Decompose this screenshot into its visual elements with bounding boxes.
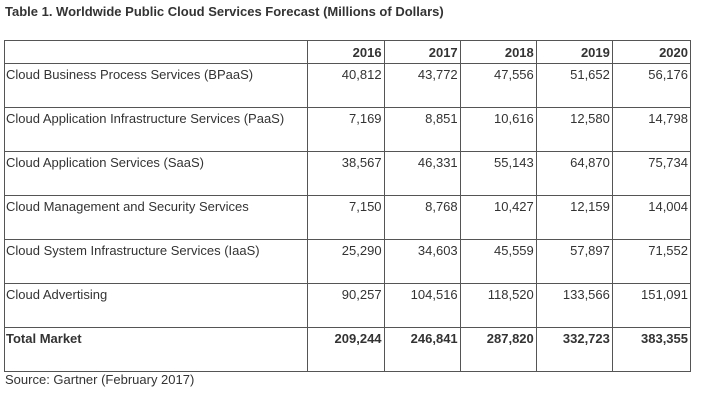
row-label: Cloud Advertising bbox=[3, 283, 309, 328]
row-label: Cloud Application Infrastructure Service… bbox=[3, 107, 309, 152]
row-label: Cloud Business Process Services (BPaaS) bbox=[3, 63, 309, 108]
value-cell: 8,851 bbox=[383, 107, 461, 152]
value-cell: 7,150 bbox=[307, 195, 385, 240]
table-row: Cloud Management and Security Services 7,… bbox=[3, 195, 692, 240]
table-row: Cloud Application Infrastructure Service… bbox=[3, 107, 692, 152]
value-cell: 57,897 bbox=[535, 239, 613, 284]
value-cell: 47,556 bbox=[459, 63, 537, 108]
table-row: Cloud Business Process Services (BPaaS) 4… bbox=[3, 63, 692, 108]
value-cell: 383,355 bbox=[611, 327, 692, 372]
row-label: Cloud System Infrastructure Services (Ia… bbox=[3, 239, 309, 284]
value-cell: 151,091 bbox=[611, 283, 692, 328]
value-cell: 332,723 bbox=[535, 327, 613, 372]
value-cell: 14,798 bbox=[611, 107, 692, 152]
value-cell: 34,603 bbox=[383, 239, 461, 284]
table-row: Cloud Advertising 90,257 104,516 118,520 133… bbox=[3, 283, 692, 328]
value-cell: 46,331 bbox=[383, 151, 461, 196]
value-cell: 38,567 bbox=[307, 151, 385, 196]
row-label: Cloud Application Services (SaaS) bbox=[3, 151, 309, 196]
forecast-table: 2016 2017 2018 2019 2020 Cloud Business … bbox=[3, 40, 692, 372]
value-cell: 71,552 bbox=[611, 239, 692, 284]
value-cell: 51,652 bbox=[535, 63, 613, 108]
value-cell: 118,520 bbox=[459, 283, 537, 328]
header-label-cell bbox=[3, 40, 309, 64]
year-header: 2020 bbox=[611, 40, 692, 64]
value-cell: 43,772 bbox=[383, 63, 461, 108]
year-header: 2017 bbox=[383, 40, 461, 64]
value-cell: 246,841 bbox=[383, 327, 461, 372]
table-title: Table 1. Worldwide Public Cloud Services… bbox=[5, 4, 444, 19]
total-row: Total Market 209,244 246,841 287,820 332,723… bbox=[3, 327, 692, 372]
year-header: 2018 bbox=[459, 40, 537, 64]
year-header: 2016 bbox=[307, 40, 385, 64]
value-cell: 10,427 bbox=[459, 195, 537, 240]
value-cell: 7,169 bbox=[307, 107, 385, 152]
value-cell: 56,176 bbox=[611, 63, 692, 108]
value-cell: 75,734 bbox=[611, 151, 692, 196]
value-cell: 287,820 bbox=[459, 327, 537, 372]
value-cell: 8,768 bbox=[383, 195, 461, 240]
value-cell: 40,812 bbox=[307, 63, 385, 108]
value-cell: 64,870 bbox=[535, 151, 613, 196]
value-cell: 12,159 bbox=[535, 195, 613, 240]
value-cell: 25,290 bbox=[307, 239, 385, 284]
table-row: Cloud Application Services (SaaS) 38,567 4… bbox=[3, 151, 692, 196]
header-row: 2016 2017 2018 2019 2020 bbox=[3, 40, 692, 64]
value-cell: 14,004 bbox=[611, 195, 692, 240]
value-cell: 10,616 bbox=[459, 107, 537, 152]
value-cell: 104,516 bbox=[383, 283, 461, 328]
value-cell: 55,143 bbox=[459, 151, 537, 196]
value-cell: 45,559 bbox=[459, 239, 537, 284]
table-row: Cloud System Infrastructure Services (Ia… bbox=[3, 239, 692, 284]
value-cell: 209,244 bbox=[307, 327, 385, 372]
value-cell: 12,580 bbox=[535, 107, 613, 152]
value-cell: 90,257 bbox=[307, 283, 385, 328]
source-note: Source: Gartner (February 2017) bbox=[5, 372, 195, 387]
row-label: Total Market bbox=[3, 327, 309, 372]
value-cell: 133,566 bbox=[535, 283, 613, 328]
year-header: 2019 bbox=[535, 40, 613, 64]
row-label: Cloud Management and Security Services bbox=[3, 195, 309, 240]
